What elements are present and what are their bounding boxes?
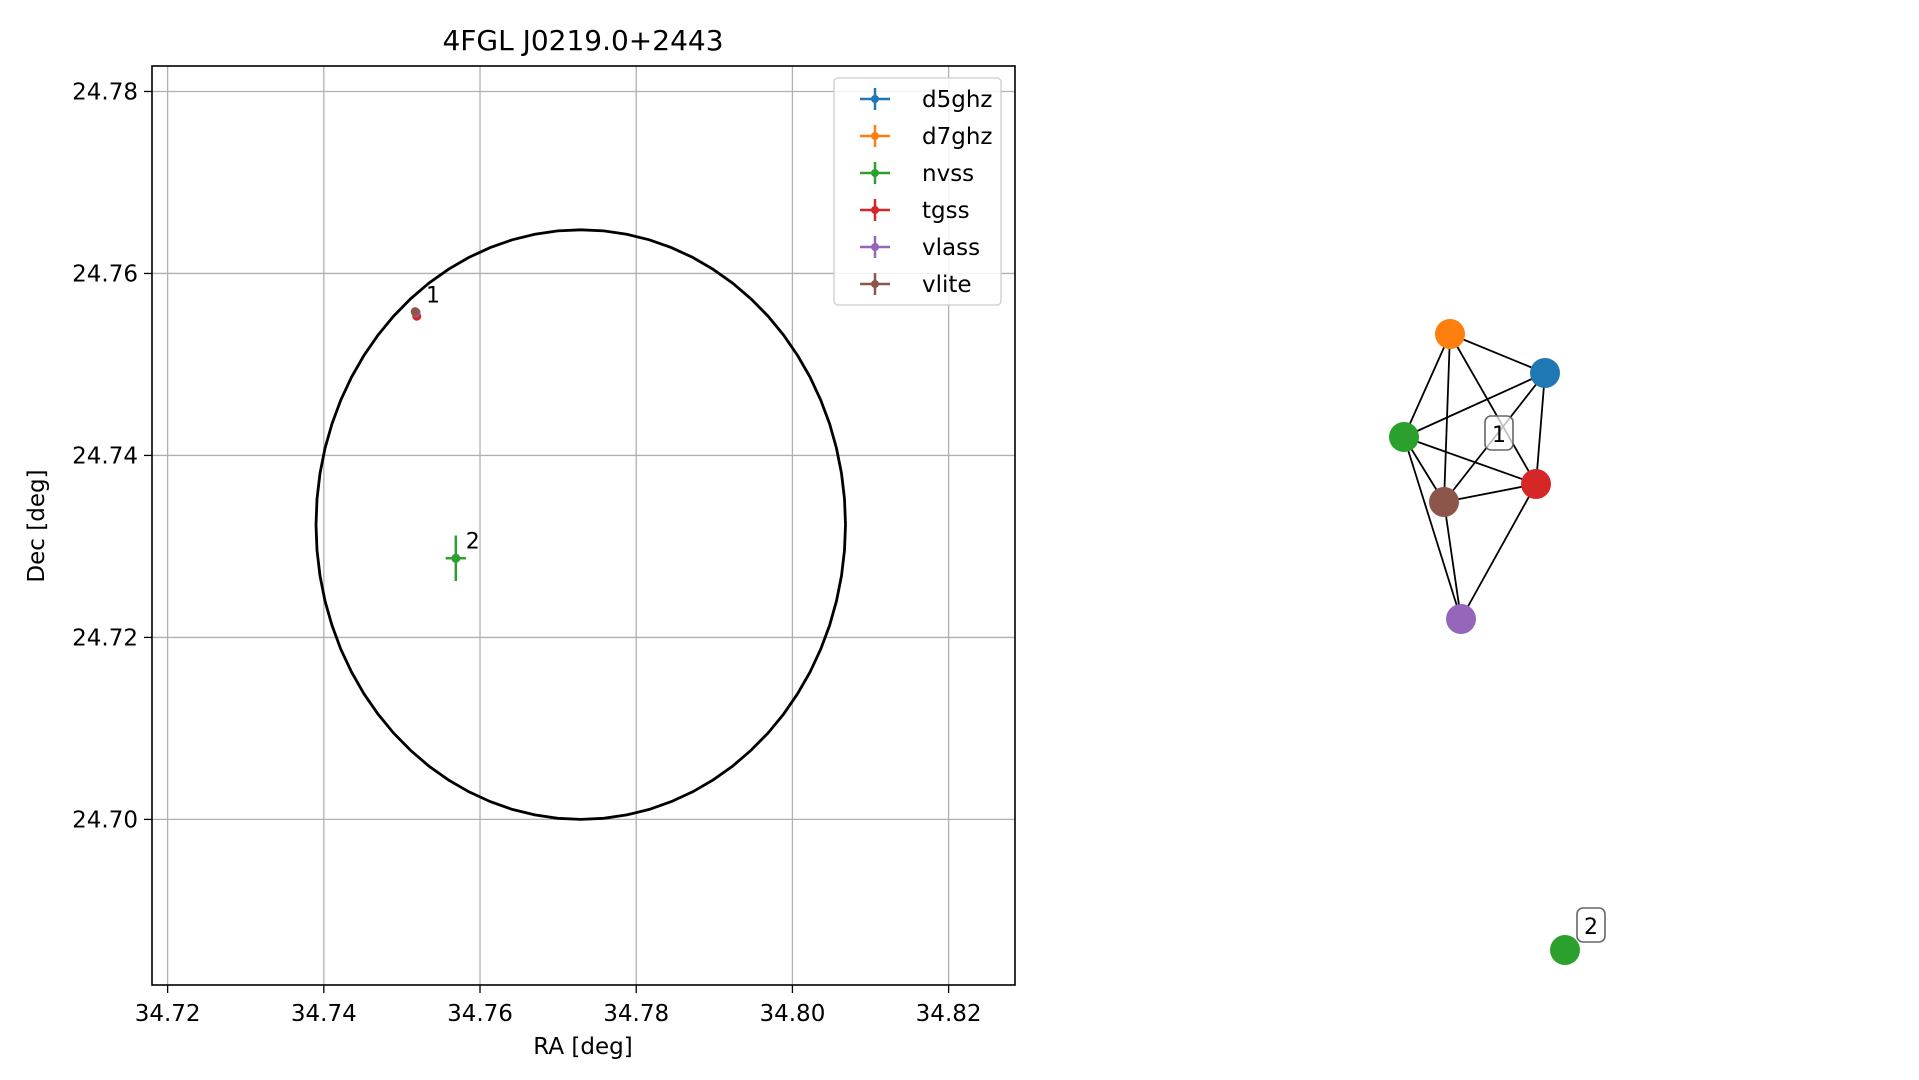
- cluster-label-box: [1576, 907, 1606, 943]
- point-annotation: 2: [466, 529, 480, 554]
- legend-label: nvss: [922, 161, 974, 187]
- y-tick-label: 24.70: [72, 807, 138, 833]
- y-tick-label: 24.78: [72, 79, 138, 105]
- network-node-vlite: [1429, 487, 1459, 517]
- network-node-nvss: [1389, 422, 1419, 452]
- network-nodes: [1389, 319, 1580, 965]
- cluster-label-text: 1: [1492, 423, 1506, 448]
- network-edge: [1460, 483, 1537, 620]
- y-tick-label: 24.72: [72, 625, 138, 651]
- legend: d5ghz d7ghz nvss tgss vlass vlite: [833, 77, 1002, 306]
- point-marker: [451, 553, 461, 563]
- cluster-label: 2: [1576, 907, 1606, 943]
- cluster-label-box: [1484, 415, 1514, 451]
- legend-marker-dot: [871, 280, 879, 288]
- legend-marker-dot: [871, 206, 879, 214]
- legend-label: tgss: [922, 198, 970, 224]
- axes-frame: [151, 65, 1016, 986]
- legend-label: vlass: [922, 235, 980, 261]
- data-points: [410, 307, 466, 582]
- network-edge: [1403, 372, 1546, 438]
- legend-marker-dot: [871, 243, 879, 251]
- x-axis-label: RA [deg]: [533, 1034, 632, 1060]
- data-point-nvss: [445, 535, 466, 582]
- network-edge: [1449, 333, 1546, 374]
- legend-marker-dot: [871, 169, 879, 177]
- network-edge: [1535, 372, 1546, 485]
- legend-items: d5ghz d7ghz nvss tgss vlass vlite: [860, 87, 992, 298]
- legend-marker-dot: [871, 95, 879, 103]
- network-node-vlass: [1446, 604, 1476, 634]
- x-tick-label: 34.74: [291, 1001, 357, 1027]
- x-tick-label: 34.82: [916, 1001, 982, 1027]
- legend-entry-tgss: tgss: [860, 198, 970, 224]
- network-node-d5ghz: [1530, 358, 1560, 388]
- point-marker: [410, 307, 420, 317]
- y-axis-label: Dec [deg]: [24, 469, 50, 582]
- localization-ellipse: [314, 228, 847, 821]
- cluster-label-text: 2: [1584, 915, 1598, 940]
- network-edge: [1403, 436, 1537, 485]
- legend-entry-d7ghz: d7ghz: [860, 124, 992, 150]
- legend-entry-vlass: vlass: [860, 235, 980, 261]
- network-node-d7ghz: [1435, 319, 1465, 349]
- legend-entry-d5ghz: d5ghz: [860, 87, 992, 113]
- network-edge: [1449, 333, 1537, 485]
- network-node-nvss-2: [1550, 935, 1580, 965]
- x-tick-label: 34.78: [603, 1001, 669, 1027]
- legend-label: d5ghz: [922, 87, 992, 113]
- cluster-labels: 12: [1484, 415, 1606, 943]
- y-tick-label: 24.76: [72, 261, 138, 287]
- annotations: 12: [426, 284, 480, 555]
- network-node-tgss: [1521, 469, 1551, 499]
- network-panel: 12: [1389, 319, 1606, 965]
- network-edge: [1403, 436, 1462, 620]
- legend-marker-dot: [871, 132, 879, 140]
- legend-label: d7ghz: [922, 124, 992, 150]
- axis-ticks: 34.72 34.74 34.76 34.78 34.80 34.82 24.70 24.72…: [72, 79, 981, 1027]
- x-tick-label: 34.80: [759, 1001, 825, 1027]
- chart-title: 4FGL J0219.0+2443: [442, 24, 723, 57]
- network-edge: [1443, 483, 1537, 503]
- legend-label: vlite: [922, 272, 972, 298]
- data-point-vlite: [410, 307, 420, 317]
- x-tick-label: 34.76: [447, 1001, 513, 1027]
- error-ellipse: [314, 228, 847, 821]
- cluster-label: 1: [1484, 415, 1514, 451]
- legend-entry-nvss: nvss: [860, 161, 974, 187]
- y-tick-label: 24.74: [72, 443, 138, 469]
- x-tick-label: 34.72: [135, 1001, 201, 1027]
- network-edge: [1403, 333, 1451, 438]
- point-annotation: 1: [426, 284, 440, 309]
- scatter-panel: 12 34.72 34.74 34.76 34.78 34.80 34.8224.7024…: [24, 24, 1016, 1060]
- network-edge: [1443, 501, 1462, 620]
- legend-entry-vlite: vlite: [860, 272, 972, 298]
